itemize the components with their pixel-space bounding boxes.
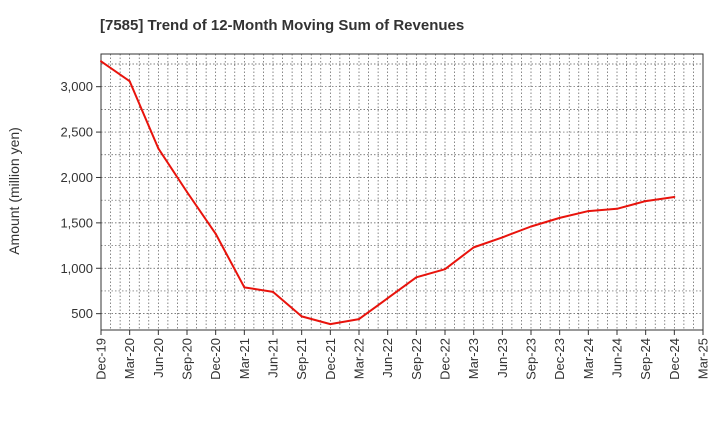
x-tick-label: Dec-19 xyxy=(94,338,109,380)
data-point xyxy=(386,297,389,300)
data-point xyxy=(558,216,561,219)
data-point xyxy=(501,236,504,239)
x-tick-label: Mar-20 xyxy=(122,338,137,379)
data-point xyxy=(214,232,217,235)
x-tick-label: Sep-23 xyxy=(524,338,539,380)
y-tick-label: 500 xyxy=(71,306,93,321)
data-point xyxy=(616,207,618,210)
x-tick-label: Mar-24 xyxy=(581,338,596,379)
x-tick-label: Mar-25 xyxy=(696,338,711,379)
data-point xyxy=(415,276,418,279)
y-axis-label: Amount (million yen) xyxy=(6,127,22,255)
data-point xyxy=(100,60,102,63)
data-point xyxy=(186,191,188,193)
x-tick-label: Jun-24 xyxy=(610,338,625,378)
data-point xyxy=(300,315,303,318)
y-tick-label: 1,000 xyxy=(60,261,93,276)
x-tick-label: Sep-22 xyxy=(409,338,424,380)
y-tick-label: 3,000 xyxy=(60,79,93,94)
data-point xyxy=(329,323,332,326)
x-tick-label: Dec-23 xyxy=(552,338,567,380)
y-tick-label: 1,500 xyxy=(60,215,93,230)
data-point xyxy=(644,200,647,203)
grid-lines xyxy=(101,54,703,330)
data-point xyxy=(587,210,590,213)
x-tick-label: Dec-20 xyxy=(208,338,223,380)
data-point xyxy=(673,195,676,198)
chart-title: [7585] Trend of 12-Month Moving Sum of R… xyxy=(100,17,464,34)
data-point xyxy=(243,286,246,289)
x-tick-label: Jun-22 xyxy=(380,338,395,378)
x-tick-label: Sep-20 xyxy=(180,338,195,380)
x-tick-label: Dec-22 xyxy=(438,338,453,380)
x-tick-label: Mar-21 xyxy=(237,338,252,379)
x-tick-label: Dec-24 xyxy=(667,338,682,380)
x-tick-label: Sep-24 xyxy=(638,338,653,380)
x-tick-label: Dec-21 xyxy=(323,338,338,380)
y-tick-label: 2,500 xyxy=(60,125,93,140)
x-tick-label: Sep-21 xyxy=(294,338,309,380)
data-point xyxy=(272,290,274,293)
data-point xyxy=(444,268,446,271)
data-point xyxy=(358,318,360,321)
x-tick-label: Jun-20 xyxy=(151,338,166,378)
plot-area xyxy=(100,53,704,331)
x-axis-ticks: Dec-19 Mar-20 Jun-20 Sep-20 Dec-20 Mar-21 Jun-… xyxy=(94,330,711,380)
y-axis-ticks: 500 1,000 1,500 2,000 2,500 3,000 xyxy=(60,79,101,321)
x-tick-label: Jun-21 xyxy=(266,338,281,378)
data-point xyxy=(128,80,131,83)
data-point xyxy=(157,147,160,150)
x-tick-label: Jun-23 xyxy=(495,338,510,378)
series-layer xyxy=(100,60,676,326)
y-tick-label: 2,000 xyxy=(60,170,93,185)
data-point xyxy=(472,246,475,249)
x-tick-label: Mar-22 xyxy=(352,338,367,379)
data-point xyxy=(530,225,532,228)
x-tick-label: Mar-23 xyxy=(466,338,481,379)
